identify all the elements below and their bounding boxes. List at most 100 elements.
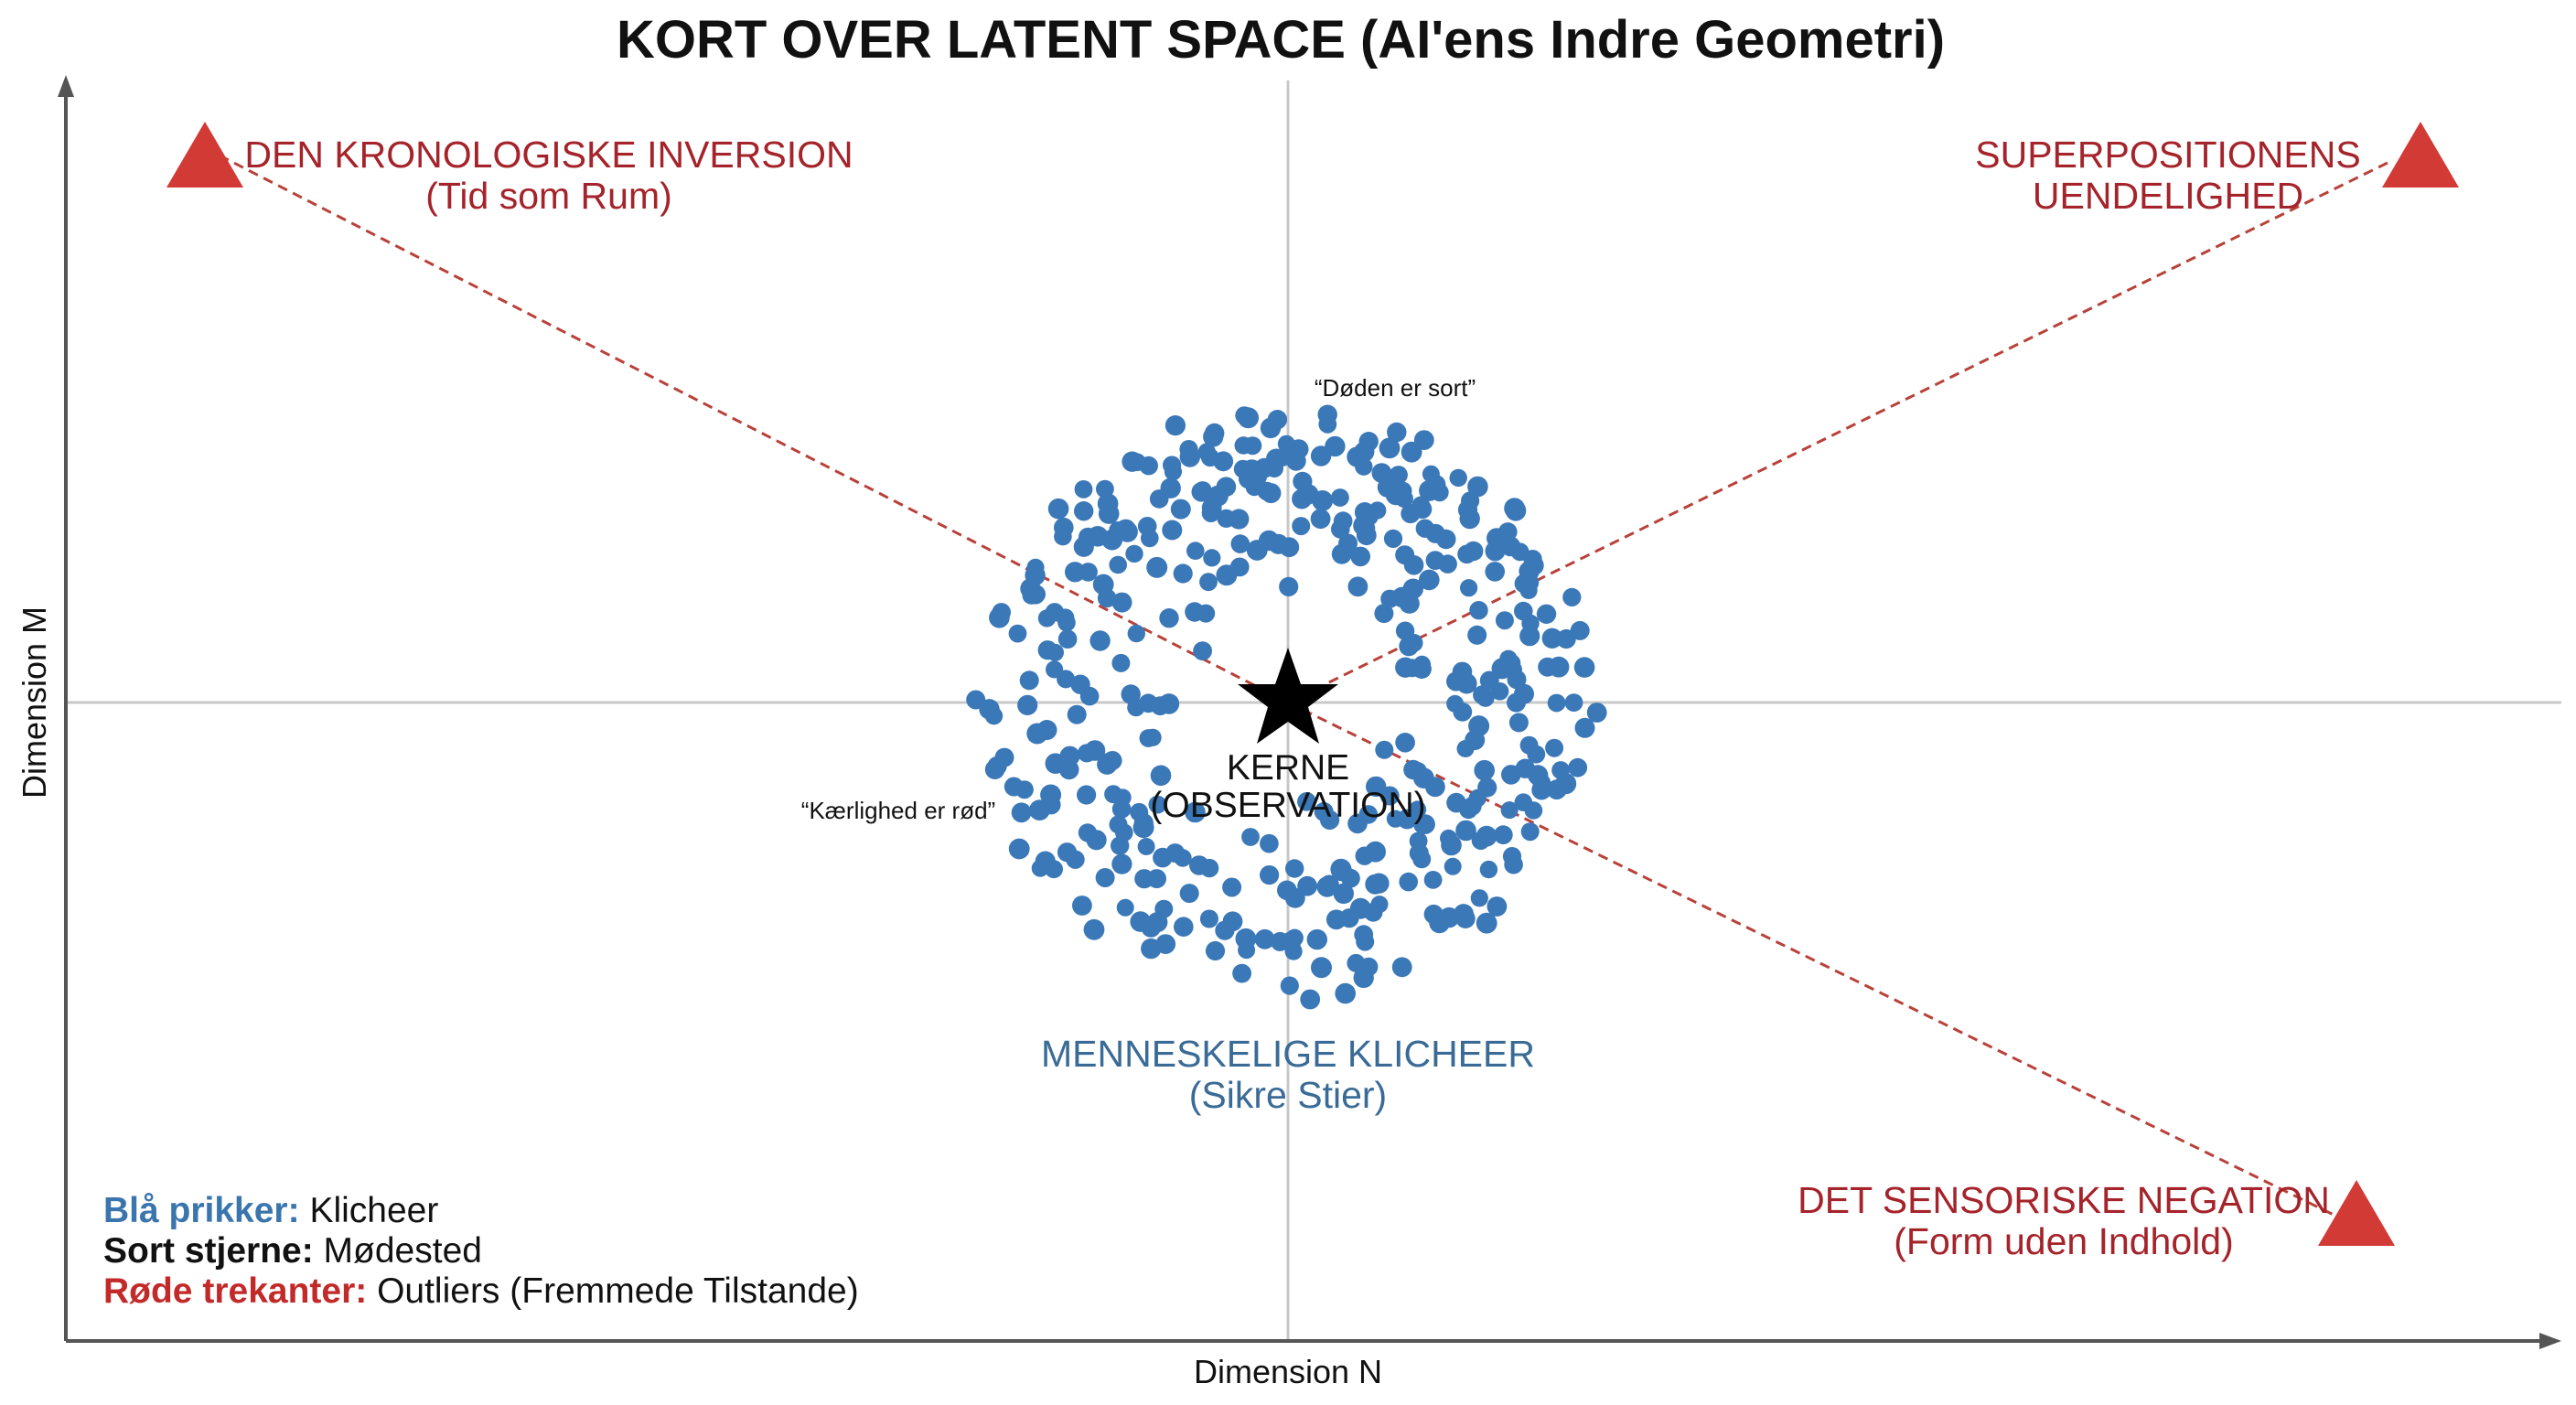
cliche-dot bbox=[1047, 498, 1069, 520]
cliche-dot bbox=[1495, 611, 1514, 630]
x-axis-arrow-icon bbox=[2539, 1333, 2561, 1349]
cliche-dot bbox=[1395, 545, 1415, 565]
cliche-dot bbox=[1066, 850, 1085, 869]
cliche-dot bbox=[1379, 786, 1400, 806]
cliche-dot bbox=[1258, 530, 1280, 552]
legend-blue-dots-key: Blå prikker: bbox=[103, 1191, 300, 1230]
cliche-dot bbox=[1205, 940, 1226, 961]
cliche-dot bbox=[1460, 579, 1478, 597]
cliche-dot bbox=[1020, 578, 1041, 599]
cliche-dot bbox=[1510, 542, 1530, 562]
cliche-dot bbox=[1498, 522, 1518, 542]
cliche-dot bbox=[1470, 889, 1488, 907]
cliche-dot bbox=[1519, 626, 1540, 647]
cliche-dot bbox=[1354, 925, 1374, 945]
cliche-dot bbox=[1232, 963, 1251, 983]
cliche-dot bbox=[1347, 576, 1368, 597]
cliche-dot bbox=[1026, 723, 1048, 745]
cliche-dot bbox=[1570, 620, 1590, 640]
cliche-dot bbox=[1070, 674, 1090, 694]
cliche-dot bbox=[1179, 884, 1199, 904]
cliche-dot bbox=[1297, 792, 1316, 811]
cliche-dot bbox=[1391, 957, 1412, 978]
cliche-dot bbox=[1146, 556, 1168, 578]
cliche-dot bbox=[1453, 702, 1473, 722]
cliche-dot bbox=[1046, 660, 1064, 679]
cliche-dot bbox=[1230, 534, 1250, 553]
cliche-dot bbox=[1186, 542, 1205, 560]
cliche-dot bbox=[1117, 521, 1138, 542]
cliche-dot bbox=[1350, 546, 1370, 567]
cliche-dot bbox=[1310, 445, 1332, 467]
cliche-dot bbox=[1216, 564, 1238, 586]
cliche-dot bbox=[1193, 641, 1212, 660]
core-star-icon bbox=[1238, 648, 1338, 744]
cliche-dot bbox=[1065, 562, 1086, 583]
outlier-triangle-top-right-icon bbox=[2382, 122, 2459, 188]
cliche-dot bbox=[1104, 785, 1122, 804]
cliche-dot bbox=[1547, 693, 1566, 713]
cliche-dot bbox=[1139, 729, 1158, 747]
cliche-dot bbox=[1339, 908, 1359, 928]
cliche-dot bbox=[1491, 658, 1513, 680]
cliche-dot bbox=[1519, 581, 1538, 600]
cliche-dot bbox=[1527, 745, 1546, 764]
map-title: KORT OVER LATENT SPACE (AI'ens Indre Geo… bbox=[617, 10, 1945, 70]
cliche-dot bbox=[1281, 931, 1302, 952]
cliche-dot bbox=[1508, 713, 1529, 733]
cliche-dot bbox=[1485, 562, 1505, 582]
cliche-dot bbox=[1473, 685, 1492, 704]
cliche-dot bbox=[1574, 717, 1595, 738]
cliche-dot bbox=[1335, 982, 1356, 1004]
cliche-dot bbox=[1026, 558, 1045, 577]
cliche-dot bbox=[1375, 740, 1394, 759]
cliche-dot bbox=[1017, 694, 1038, 716]
cliche-dot bbox=[989, 607, 1010, 628]
cliche-dot bbox=[1306, 928, 1328, 950]
cliche-dot bbox=[1363, 903, 1383, 922]
cliche-dot bbox=[1519, 561, 1540, 582]
cliche-dot bbox=[1387, 422, 1407, 443]
cliche-dot bbox=[1072, 896, 1092, 916]
legend-blue-dots: Blå prikker: Klicheer bbox=[103, 1191, 438, 1230]
cliche-dot bbox=[1444, 857, 1462, 875]
cliche-dot bbox=[1440, 829, 1457, 847]
cliche-dot bbox=[1260, 865, 1280, 885]
cliche-dot bbox=[1548, 656, 1570, 678]
cliche-dot bbox=[1260, 833, 1279, 853]
cliche-dot bbox=[1438, 906, 1460, 928]
cliche-dot bbox=[1457, 544, 1476, 564]
cliche-dot bbox=[1412, 655, 1432, 674]
legend-star-value: Mødested bbox=[314, 1231, 482, 1271]
cliche-dot bbox=[1573, 657, 1595, 678]
cliche-dot bbox=[1317, 404, 1337, 424]
cliche-dot bbox=[1073, 536, 1094, 557]
cliche-dot bbox=[1358, 432, 1379, 452]
cluster-label-line2: (Sikre Stier) bbox=[1189, 1074, 1387, 1116]
cliche-dot bbox=[1312, 490, 1334, 511]
cliche-dot bbox=[1279, 576, 1299, 597]
y-axis-arrow-icon bbox=[58, 75, 74, 97]
cliche-dot bbox=[1037, 609, 1057, 627]
cliche-dot bbox=[1132, 817, 1154, 839]
cliche-dot bbox=[1170, 499, 1191, 520]
cliche-dot bbox=[1467, 476, 1488, 498]
legend-blue-dots-value: Klicheer bbox=[300, 1191, 439, 1230]
cliche-dot bbox=[1514, 601, 1533, 621]
cliche-dot bbox=[1331, 488, 1349, 507]
cliche-dot bbox=[1419, 569, 1440, 591]
cliche-dot bbox=[1199, 573, 1218, 592]
cliche-dot bbox=[1189, 855, 1209, 875]
cliche-dot bbox=[966, 690, 986, 710]
cliche-dot bbox=[1057, 613, 1076, 632]
cliche-dot bbox=[1477, 778, 1497, 798]
connector-top-right bbox=[1287, 161, 2388, 704]
cliche-dot bbox=[1479, 860, 1498, 879]
cliche-dot bbox=[1379, 437, 1401, 459]
cliche-dot bbox=[1292, 517, 1311, 536]
cliche-dot bbox=[1331, 860, 1352, 882]
cliche-dot bbox=[1545, 738, 1564, 757]
cliche-dot bbox=[1536, 604, 1557, 624]
cliche-dot bbox=[1111, 853, 1132, 874]
cliche-dot bbox=[1425, 523, 1445, 543]
